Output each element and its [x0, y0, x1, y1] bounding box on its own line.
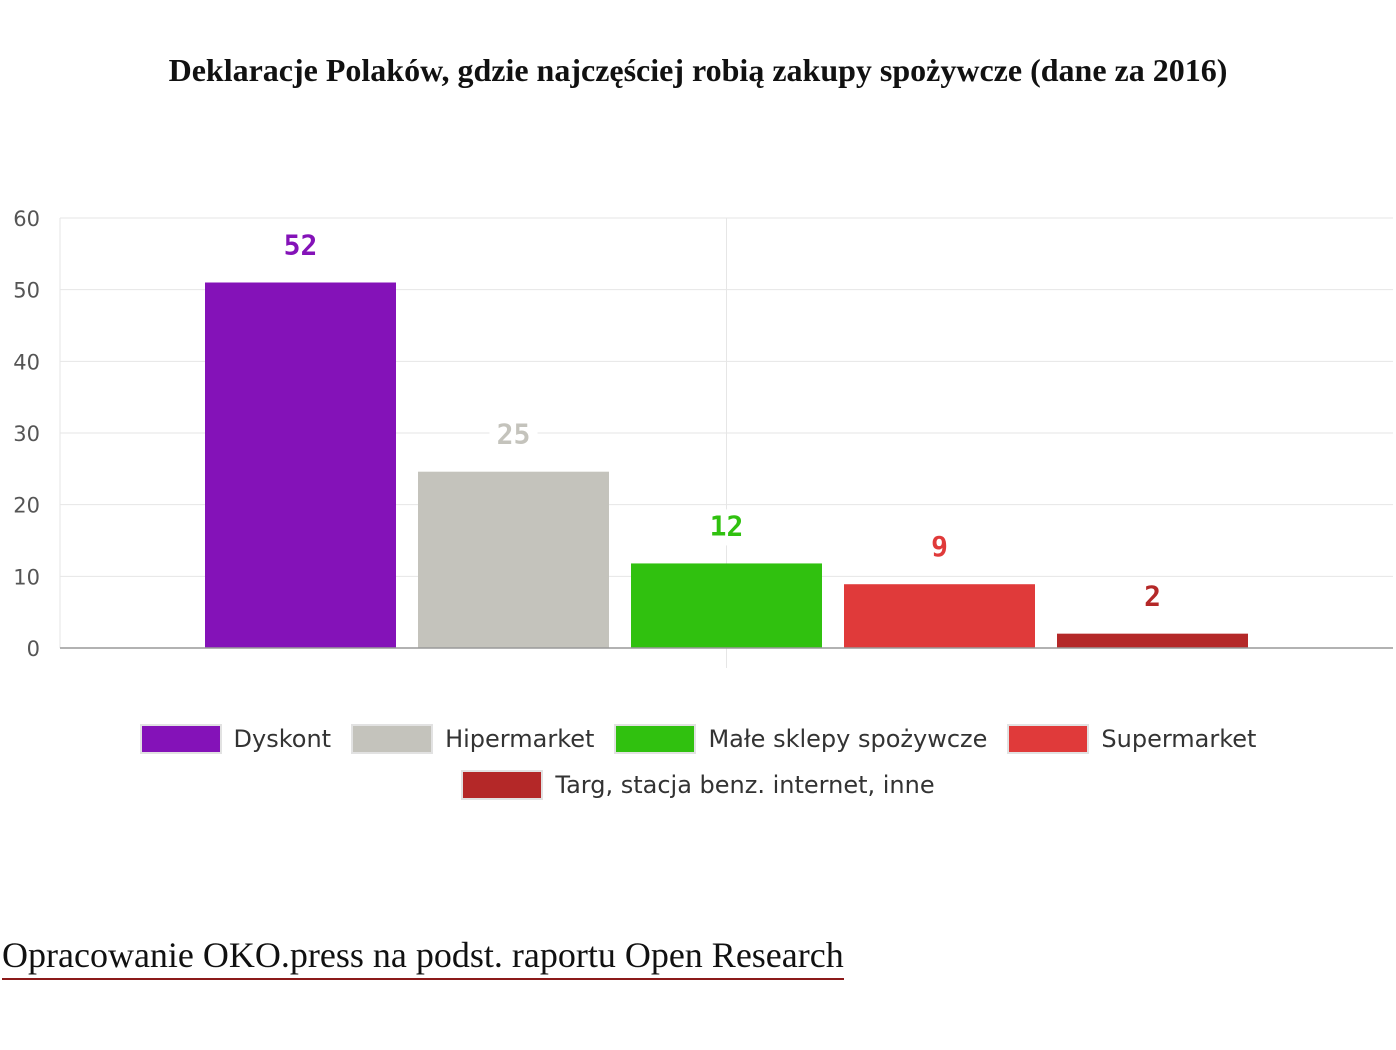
- data-label: 9: [931, 530, 948, 563]
- bar-4[interactable]: [844, 584, 1035, 648]
- legend-item[interactable]: Supermarket: [1007, 724, 1256, 754]
- legend-label: Małe sklepy spożywcze: [708, 725, 987, 753]
- data-label: 2: [1144, 580, 1161, 613]
- legend: Dyskont Hipermarket Małe sklepy spożywcze S…: [0, 716, 1396, 808]
- legend-swatch: [614, 724, 696, 754]
- legend-label: Dyskont: [234, 725, 332, 753]
- legend-label: Targ, stacja benz. internet, inne: [555, 771, 934, 799]
- legend-item[interactable]: Hipermarket: [351, 724, 594, 754]
- source-link[interactable]: Opracowanie OKO.press na podst. raportu …: [2, 936, 844, 980]
- y-tick-label: 20: [13, 494, 40, 518]
- legend-swatch: [140, 724, 222, 754]
- bar-3[interactable]: [631, 563, 822, 648]
- legend-item[interactable]: Targ, stacja benz. internet, inne: [461, 770, 934, 800]
- legend-label: Supermarket: [1101, 725, 1256, 753]
- y-tick-label: 60: [13, 207, 40, 231]
- y-tick-label: 40: [13, 350, 40, 374]
- y-tick-label: 10: [13, 565, 40, 589]
- legend-row: Dyskont Hipermarket Małe sklepy spożywcze S…: [0, 716, 1396, 762]
- legend-row: Targ, stacja benz. internet, inne: [0, 762, 1396, 808]
- y-tick-label: 30: [13, 422, 40, 446]
- legend-swatch: [351, 724, 433, 754]
- bar-1[interactable]: [205, 283, 396, 649]
- legend-swatch: [1007, 724, 1089, 754]
- y-tick-label: 0: [27, 637, 40, 661]
- bar-chart: 52 25 12 9 2 0 10 20 30 40 50 60: [0, 0, 1396, 700]
- bar-2[interactable]: [418, 472, 609, 648]
- data-label: 25: [497, 418, 531, 451]
- legend-item[interactable]: Dyskont: [140, 724, 332, 754]
- legend-item[interactable]: Małe sklepy spożywcze: [614, 724, 987, 754]
- data-label: 12: [710, 509, 744, 542]
- data-label: 52: [284, 229, 318, 262]
- y-tick-label: 50: [13, 279, 40, 303]
- legend-swatch: [461, 770, 543, 800]
- legend-label: Hipermarket: [445, 725, 594, 753]
- bar-5[interactable]: [1057, 634, 1248, 648]
